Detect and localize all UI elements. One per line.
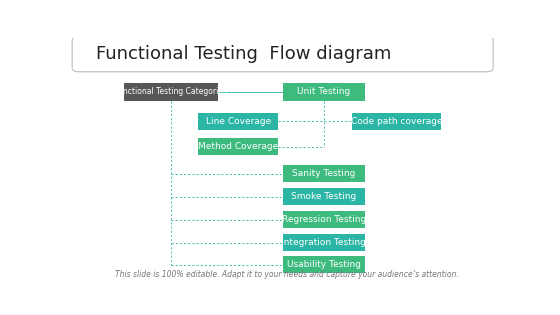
FancyBboxPatch shape (352, 113, 441, 130)
Text: Regression Testing: Regression Testing (282, 215, 366, 224)
FancyBboxPatch shape (198, 113, 278, 130)
Text: Integration Testing: Integration Testing (282, 238, 366, 247)
FancyBboxPatch shape (283, 234, 365, 251)
Text: Method Coverage: Method Coverage (198, 142, 278, 152)
FancyBboxPatch shape (283, 165, 365, 182)
Text: Smoke Testing: Smoke Testing (291, 192, 357, 201)
FancyBboxPatch shape (283, 256, 365, 273)
FancyBboxPatch shape (124, 83, 217, 101)
Text: Sanity Testing: Sanity Testing (292, 169, 356, 178)
Text: Functional Testing Categories: Functional Testing Categories (114, 87, 227, 96)
FancyBboxPatch shape (198, 139, 278, 155)
FancyBboxPatch shape (283, 211, 365, 228)
Text: Functional Testing  Flow diagram: Functional Testing Flow diagram (96, 45, 391, 63)
FancyBboxPatch shape (283, 83, 365, 101)
Text: Usability Testing: Usability Testing (287, 260, 361, 269)
Text: This slide is 100% editable. Adapt it to your needs and capture your audience’s : This slide is 100% editable. Adapt it to… (115, 270, 459, 279)
FancyBboxPatch shape (283, 188, 365, 205)
Text: Code path coverage: Code path coverage (351, 117, 442, 126)
FancyBboxPatch shape (72, 37, 493, 72)
Text: Unit Testing: Unit Testing (297, 87, 351, 96)
Text: Line Coverage: Line Coverage (206, 117, 271, 126)
